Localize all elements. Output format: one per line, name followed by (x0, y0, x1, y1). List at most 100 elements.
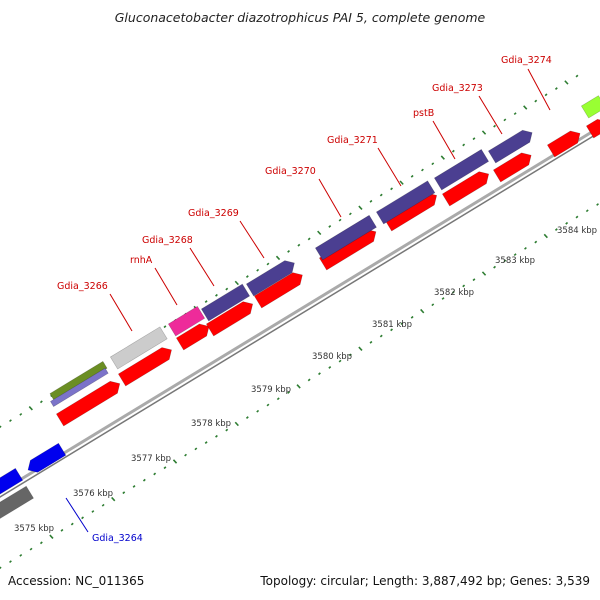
ruler-dot (399, 180, 404, 185)
ruler-dot (81, 516, 84, 520)
tick-label: 3580 kbp (312, 352, 352, 362)
ruler-dot (307, 237, 311, 241)
gene-arrow-cds (175, 323, 210, 351)
ruler-dot (234, 421, 239, 427)
gene-arrow-cog (580, 95, 600, 119)
ruler-dot (462, 284, 466, 288)
ruler-dot (400, 322, 404, 325)
tick-label: 3582 kbp (434, 288, 474, 298)
gene-arrow-cog (245, 260, 295, 297)
ruler-dot (451, 149, 455, 153)
ruler-dot (29, 547, 33, 551)
gene-arrow-cds (117, 347, 172, 387)
ruler-dot (338, 359, 342, 363)
ruler-dot (163, 466, 167, 470)
ruler-dot (132, 485, 136, 488)
ruler-dot (358, 205, 363, 210)
ruler-dot (256, 409, 260, 413)
ruler-dot (287, 391, 290, 394)
gene-arrow-blue (0, 467, 24, 499)
ruler-dot (564, 80, 569, 85)
leader-line (478, 95, 503, 135)
ruler-dot (534, 240, 538, 244)
ruler-dot (493, 265, 496, 269)
gene-label: rnhA (130, 255, 153, 266)
tick-label: 3579 kbp (251, 385, 291, 395)
leader-line (154, 267, 178, 306)
ruler-dot (369, 340, 373, 344)
ruler-dot (543, 233, 548, 239)
gene-label: Gdia_3273 (432, 83, 483, 94)
tick-label: 3581 kbp (372, 320, 412, 330)
ruler-dot (204, 300, 208, 304)
gene-arrow-cds (546, 130, 581, 158)
tick-label: 3584 kbp (557, 226, 597, 236)
topology-label: Topology: circular; Length: 3,887,492 bp… (260, 574, 590, 588)
ruler-dot (596, 203, 599, 206)
ruler-dot (245, 275, 249, 278)
ruler-dot (9, 419, 12, 423)
ruler-dot (421, 168, 424, 172)
gene-arrow-cog (375, 180, 436, 225)
ruler-dot (585, 209, 589, 213)
tick-labels-layer: 3575 kbp 3576 kbp 3577 kbp 3578 kbp 3579 kbp… (14, 226, 597, 534)
ruler-dot (575, 74, 579, 78)
gene-arrow-cog (109, 326, 168, 370)
ruler-dot (338, 218, 342, 222)
gene-arrow-cog (314, 214, 377, 261)
leader-line (527, 68, 551, 111)
ruler-dot (523, 105, 528, 110)
ruler-dot (390, 328, 393, 332)
gene-arrow-cds (253, 272, 303, 309)
ruler-dot (0, 566, 2, 570)
backbone-layer (0, 125, 600, 498)
accession-label: Accession: NC_011365 (8, 574, 145, 588)
ruler-dot (70, 522, 74, 526)
ruler-dot (410, 315, 414, 319)
gene-label: Gdia_3264 (92, 533, 143, 544)
ruler-dot (19, 412, 23, 416)
ruler-dot (358, 346, 363, 351)
ruler-dot (420, 308, 425, 314)
ruler-dot (481, 130, 487, 135)
ruler-dot (39, 541, 43, 545)
ruler-dot (215, 293, 218, 297)
leader-line (318, 178, 342, 218)
tick-label: 3576 kbp (73, 489, 113, 499)
ruler-dot (194, 447, 198, 451)
ruler-dot (513, 253, 517, 257)
gene-features-layer (0, 95, 600, 521)
gene-label: Gdia_3274 (501, 55, 552, 66)
ruler-dot (481, 271, 487, 276)
ruler-dot (266, 403, 270, 407)
ruler-dot (565, 221, 569, 225)
ruler-dot (111, 496, 116, 502)
tick-label: 3578 kbp (191, 419, 231, 429)
ruler-dot (153, 472, 157, 476)
gene-arrow-cds (55, 380, 121, 427)
leader-line (65, 497, 89, 533)
backbone-line (0, 131, 600, 498)
ruler-dot (204, 441, 208, 445)
ruler-dot (142, 478, 146, 482)
ruler-dot (9, 560, 12, 564)
ruler-dot (440, 155, 445, 160)
leader-line (432, 120, 456, 160)
gene-arrow-cog (49, 360, 108, 401)
ruler-dot (287, 250, 290, 253)
ruler-dot (348, 212, 352, 216)
gene-arrow-cog (200, 283, 251, 322)
ruler-dot (225, 287, 229, 291)
ruler-dot (234, 280, 239, 286)
gene-arrow-cog (433, 149, 490, 191)
ruler-dot (39, 400, 43, 404)
ruler-dot (554, 228, 558, 231)
ruler-dot (184, 453, 187, 457)
ruler-dot (318, 372, 321, 376)
gene-label: Gdia_3271 (327, 135, 378, 146)
ruler-dot (296, 384, 301, 389)
ruler-dot (122, 491, 126, 495)
gene-labels-layer: Gdia_3264 Gdia_3266 rnhA Gdia_3268 Gdia_3269… (57, 55, 552, 544)
ruler-dot (256, 268, 260, 272)
ruler-dot (503, 259, 507, 263)
